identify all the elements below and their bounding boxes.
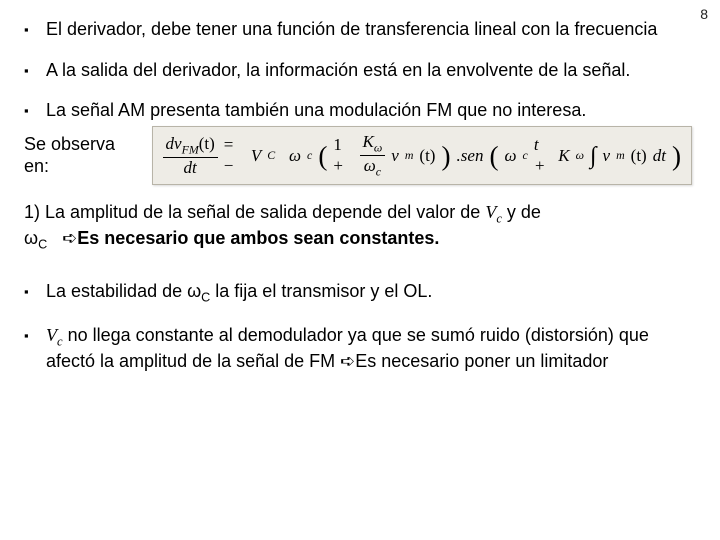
f-w3: ω [505,145,517,166]
f-one: 1 + [333,134,353,177]
f-dv: dv [166,134,182,153]
f-m1: m [405,148,414,163]
rparen-icon: ) [441,139,450,173]
bullet-6-text: Vc no llega constante al demodulador ya … [46,324,692,373]
lparen-icon: ( [318,139,327,173]
arrow-icon: ➪ [340,351,355,371]
bullet-5: ▪ La estabilidad de ωC la fija el transm… [24,280,692,306]
f-vm2: v [603,145,611,166]
f-t1: (t) [199,134,215,153]
f-t3: (t) [631,145,647,166]
f-c3: c [523,148,528,163]
b5-pre: La estabilidad de [46,281,187,301]
bullet-2: ▪ A la salida del derivador, la informac… [24,59,692,82]
observa-row: Se observa en: dvFM(t) dt = −VC ωc ( 1 +… [24,126,692,186]
f-K: K [363,132,374,151]
bullet-3-text: La señal AM presenta también una modulac… [46,99,692,122]
point1-bold: Es necesario que ambos sean constantes. [77,228,439,248]
f-cup: C [267,148,275,163]
point-1: 1) La amplitud de la señal de salida dep… [24,201,692,254]
rparen2-icon: ) [672,139,681,173]
b5-post: la fija el transmisor y el OL. [210,281,432,301]
b6-p2: Es necesario poner un limitador [355,351,608,371]
bullet-6: ▪ Vc no llega constante al demodulador y… [24,324,692,373]
bullet-1: ▪ El derivador, debe tener una función d… [24,18,692,41]
wc-sub2: C [201,290,210,304]
f-v: V [251,145,261,166]
bullet-icon: ▪ [24,59,46,82]
bullet-icon: ▪ [24,99,46,122]
f-c1: c [307,148,312,163]
f-fm: FM [182,142,199,156]
f-dt: dt [181,158,200,176]
omega-c-1: ωC [24,228,47,248]
se-observa-label: Se observa en: [24,133,144,178]
bullet-icon: ▪ [24,280,46,306]
arrow-icon: ➪ [62,228,77,248]
f-w2: ω [364,156,376,175]
w-sym: ω [24,228,38,248]
f-eq: = − [224,134,245,177]
formula-box: dvFM(t) dt = −VC ωc ( 1 + Kω ωc vm(t) ) … [152,126,692,186]
f-vm: v [391,145,399,166]
f-t2: (t) [419,145,435,166]
lparen2-icon: ( [489,139,498,173]
wc-sub: C [38,238,47,252]
f-ksub: ω [374,140,382,154]
integral-icon: ∫ [590,142,597,172]
bullet-5-text: La estabilidad de ωC la fija el transmis… [46,280,692,306]
f-sen: .sen [457,145,484,166]
f-ksub2: ω [576,148,584,163]
bullet-icon: ▪ [24,18,46,41]
bullet-2-text: A la salida del derivador, la informació… [46,59,692,82]
f-tplus: t + [534,134,552,177]
vc-sym: V [485,202,496,222]
w-sym2: ω [187,281,201,301]
point1-mid: y de [502,202,541,222]
f-dt2: dt [653,145,666,166]
f-m2: m [616,148,625,163]
bullet-1-text: El derivador, debe tener una función de … [46,18,692,41]
f-c2: c [376,164,381,178]
point1-pre: 1) La amplitud de la señal de salida dep… [24,202,485,222]
vc-sym2: V [46,325,57,345]
f-w1: ω [289,145,301,166]
f-K2: K [558,145,569,166]
page-number: 8 [700,6,708,24]
bullet-3: ▪ La señal AM presenta también una modul… [24,99,692,122]
f-kfrac: Kω ωc [360,133,386,179]
formula-lhs-frac: dvFM(t) dt [163,135,218,176]
bullet-icon: ▪ [24,324,46,373]
